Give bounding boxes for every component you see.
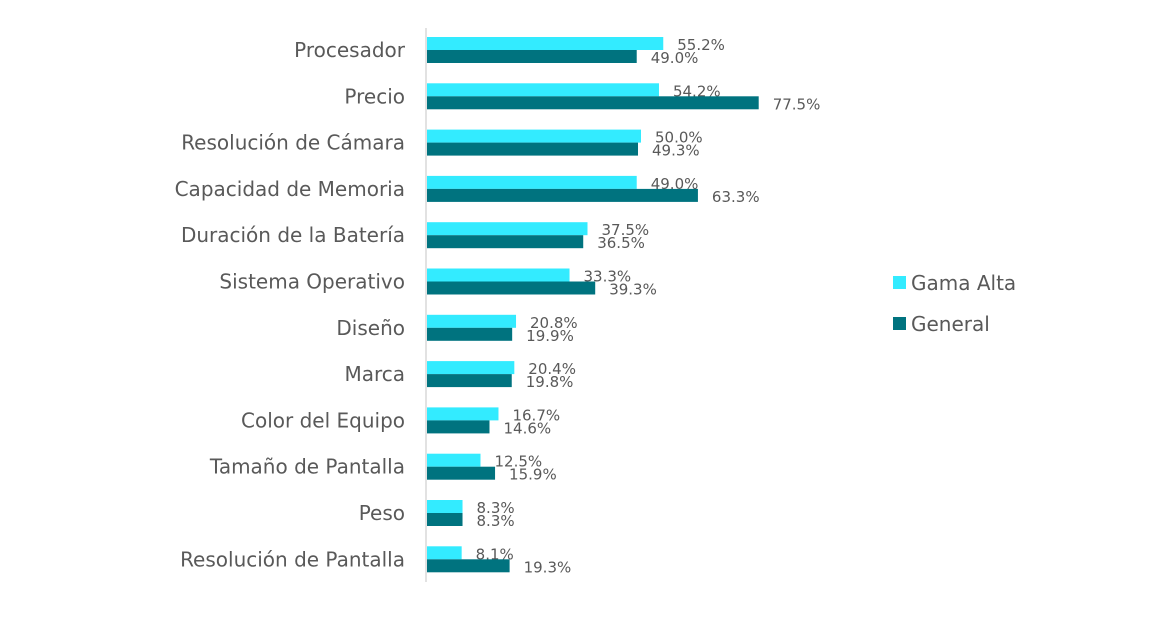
data-label-gama-alta: 20.4% (528, 360, 576, 378)
category-label: Resolución de Cámara (181, 131, 405, 155)
data-label-general: 19.8% (526, 373, 574, 391)
data-label-gama-alta: 16.7% (512, 406, 560, 424)
bar-gama-alta (427, 83, 659, 97)
data-label-general: 49.3% (652, 142, 700, 160)
legend-swatch-general (893, 317, 906, 330)
data-label-gama-alta: 8.3% (477, 499, 515, 517)
bar-general (427, 420, 490, 434)
bar-gama-alta (427, 222, 588, 236)
category-label: Resolución de Pantalla (180, 547, 405, 571)
category-label: Capacidad de Memoria (175, 177, 405, 201)
data-label-general: 14.6% (503, 419, 551, 437)
data-label-general: 8.3% (477, 512, 515, 530)
bar-general (427, 559, 510, 573)
category-label: Tamaño de Pantalla (209, 455, 405, 479)
bar-general (427, 327, 513, 341)
category-label: Peso (359, 501, 405, 525)
data-label-general: 77.5% (773, 95, 821, 113)
legend-swatch-gama-alta (893, 276, 906, 289)
data-label-general: 39.3% (609, 281, 657, 299)
category-label: Sistema Operativo (219, 270, 405, 294)
bar-gama-alta (427, 361, 515, 375)
bar-general (427, 50, 637, 63)
data-label-general: 15.9% (509, 466, 557, 484)
bar-general (427, 188, 698, 202)
data-label-gama-alta: 49.0% (651, 175, 699, 193)
bar-gama-alta (427, 453, 481, 467)
data-label-general: 19.3% (524, 558, 572, 576)
data-label-general: 49.0% (651, 49, 699, 67)
bar-general (427, 142, 639, 156)
data-label-general: 36.5% (597, 234, 645, 252)
bar-general (427, 281, 596, 295)
category-label: Marca (344, 362, 405, 386)
data-label-gama-alta: 50.0% (655, 129, 703, 147)
bar-gama-alta (427, 268, 570, 282)
data-label-gama-alta: 12.5% (495, 453, 543, 471)
bar-gama-alta (427, 500, 463, 513)
data-label-gama-alta: 20.8% (530, 314, 578, 332)
data-label-gama-alta: 33.3% (584, 268, 632, 286)
bar-gama-alta (427, 407, 499, 421)
bar-gama-alta (427, 314, 517, 328)
data-label-gama-alta: 55.2% (677, 36, 725, 54)
data-label-gama-alta: 54.2% (673, 82, 721, 100)
bar-gama-alta (427, 129, 641, 143)
bar-general (427, 96, 759, 110)
data-label-gama-alta: 8.1% (476, 545, 514, 563)
category-label: Diseño (336, 316, 405, 340)
legend-label-gama-alta: Gama Alta (911, 271, 1016, 295)
category-label: Precio (344, 84, 405, 108)
data-label-gama-alta: 37.5% (602, 221, 650, 239)
bar-gama-alta (427, 546, 462, 560)
bar-general (427, 235, 584, 249)
category-label: Color del Equipo (241, 408, 405, 432)
bar-gama-alta (427, 37, 664, 50)
bar-gama-alta (427, 175, 637, 189)
data-label-general: 63.3% (712, 188, 760, 206)
bar-general (427, 374, 512, 388)
legend-label-general: General (911, 312, 990, 336)
category-label: Duración de la Batería (181, 223, 405, 247)
data-label-general: 19.9% (526, 327, 574, 345)
bar-general (427, 466, 496, 480)
category-label: Procesador (294, 38, 406, 62)
bar-general (427, 513, 463, 526)
